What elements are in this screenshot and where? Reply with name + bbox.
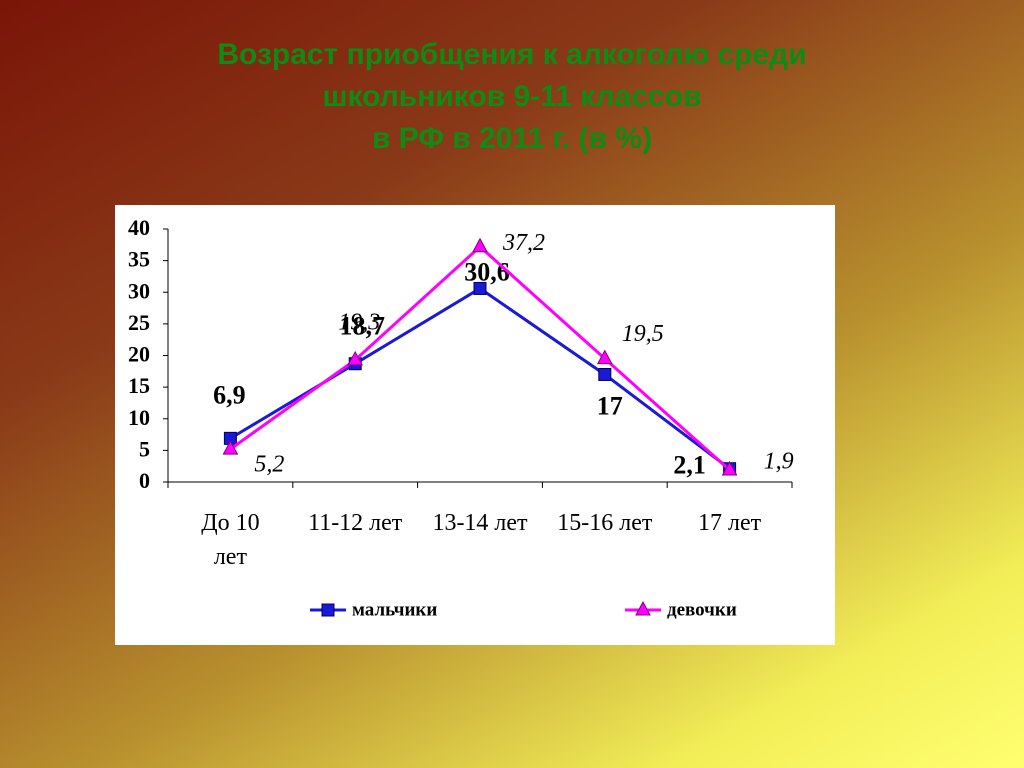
data-label: 17 (597, 391, 623, 420)
y-tick-label: 10 (128, 405, 150, 430)
data-label: 2,1 (673, 451, 706, 480)
title: в РФ в 2011 г. (в %) (371, 122, 653, 155)
x-tick-label: До 10 лет (201, 510, 260, 570)
y-tick-label: 0 (139, 468, 150, 493)
title: школьников 9-11 классов (322, 80, 702, 113)
legend-label: мальчики (352, 599, 437, 620)
data-label: 18,7 (339, 312, 385, 341)
data-label: 30,6 (464, 257, 510, 286)
data-label: 19,3 (338, 309, 380, 335)
x-tick-label: 13-14 лет (432, 510, 528, 536)
y-tick-label: 30 (128, 278, 150, 303)
y-tick-label: 40 (128, 215, 150, 240)
title: Возраст приобщения к алкоголю среди (217, 38, 807, 71)
y-tick-label: 20 (128, 342, 150, 367)
data-point (472, 237, 488, 253)
x-tick-label: 17 лет (698, 510, 762, 536)
data-label: 1,9 (764, 448, 794, 474)
data-point (347, 350, 364, 366)
data-point (721, 460, 738, 476)
y-tick-label: 25 (128, 310, 150, 335)
legend-marker (321, 603, 335, 617)
legend-label: девочки (667, 599, 737, 620)
x-tick-label: 11-12 лет (308, 510, 403, 536)
chart-area (115, 205, 835, 645)
data-label: 19,5 (622, 321, 664, 347)
y-tick-label: 35 (128, 247, 150, 272)
data-point (596, 349, 613, 365)
data-point (473, 281, 487, 295)
y-tick-label: 15 (128, 373, 150, 398)
data-point (598, 367, 612, 381)
data-label: 37,2 (502, 230, 545, 256)
legend-marker (635, 600, 651, 616)
y-tick-label: 5 (139, 436, 150, 461)
data-label: 5,2 (254, 452, 284, 478)
data-label: 6,9 (213, 380, 246, 409)
data-point (222, 440, 239, 455)
x-tick-label: 15-16 лет (557, 510, 653, 536)
